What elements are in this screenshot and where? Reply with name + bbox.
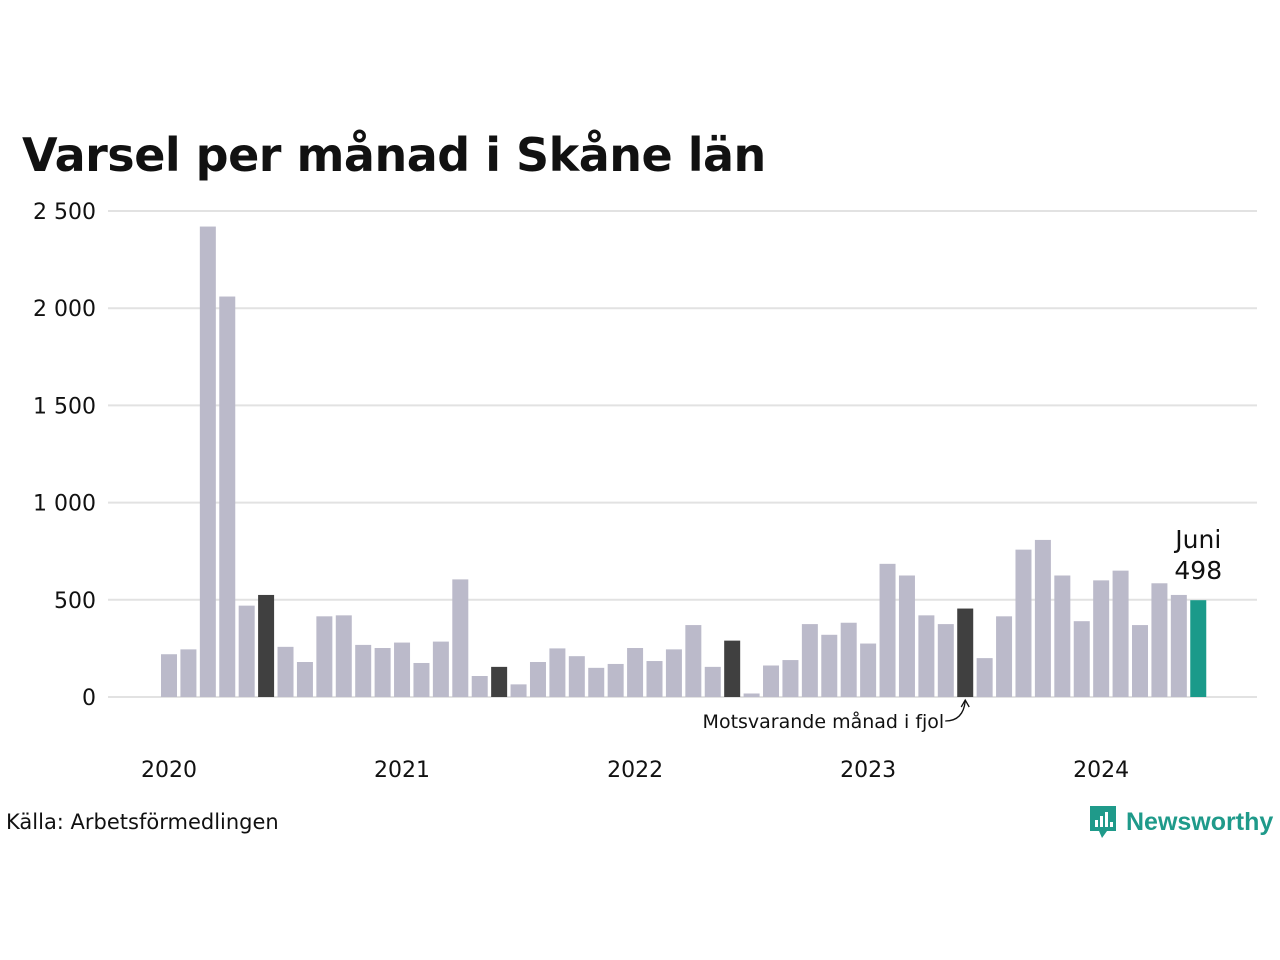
bar-2021-01	[394, 642, 411, 697]
bar-2021-03	[432, 641, 449, 697]
bar-2023-04	[918, 615, 935, 697]
bar-2020-09	[316, 616, 333, 697]
bar-2022-02	[646, 661, 663, 697]
bar-2023-06	[957, 608, 974, 697]
y-tick-label: 1 000	[33, 492, 96, 517]
bar-2021-12	[607, 663, 624, 697]
bar-2021-05	[471, 676, 488, 697]
chart-title: Varsel per månad i Skåne län	[22, 128, 766, 182]
bar-2024-05	[1170, 594, 1187, 697]
y-tick-label: 500	[54, 589, 96, 614]
y-axis-tick-labels: 0 500 1 000 1 500 2 000 2 500	[33, 200, 96, 711]
brand-name: Newsworthy	[1126, 807, 1274, 836]
bar-2023-05	[937, 624, 954, 697]
bar-2023-10	[1034, 539, 1051, 697]
annotation-arrow	[945, 700, 966, 722]
y-tick-label: 0	[82, 686, 96, 711]
bar-2020-02	[180, 649, 197, 697]
bar-2020-07	[277, 646, 294, 697]
bar-2022-06	[724, 640, 741, 697]
x-tick-label: 2022	[607, 758, 663, 783]
bar-2021-09	[549, 648, 566, 697]
bar-2021-06	[491, 666, 508, 697]
x-tick-label: 2020	[141, 758, 197, 783]
bar-2020-12	[374, 648, 391, 697]
bar-2023-12	[1073, 621, 1090, 697]
bar-2022-04	[685, 625, 702, 697]
bar-2020-04	[219, 296, 236, 697]
bar-2021-11	[588, 667, 605, 697]
bar-2022-10	[801, 624, 818, 697]
bar-2021-10	[568, 656, 585, 697]
y-tick-label: 1 500	[33, 394, 96, 419]
bar-2020-05	[238, 605, 255, 697]
bar-2022-11	[821, 634, 838, 697]
bar-2023-07	[976, 658, 993, 697]
bar-2022-07	[743, 693, 760, 697]
bar-2023-03	[898, 575, 915, 697]
bar-2022-12	[840, 622, 857, 697]
annotation-arrowhead	[960, 698, 970, 708]
x-tick-label: 2023	[840, 758, 896, 783]
latest-value-label: 498	[1174, 556, 1222, 585]
bar-2024-06	[1190, 600, 1207, 697]
y-tick-label: 2 500	[33, 200, 96, 225]
annotation-label: Motsvarande månad i fjol	[703, 710, 945, 733]
bar-2021-02	[413, 662, 430, 697]
bar-2020-03	[199, 226, 216, 697]
bar-2022-03	[665, 649, 682, 697]
y-tick-label: 2 000	[33, 297, 96, 322]
bar-2022-05	[704, 666, 721, 697]
bars	[161, 226, 1207, 697]
bar-2024-01	[1093, 580, 1110, 697]
bar-2022-09	[782, 660, 799, 697]
bar-2023-09	[1015, 549, 1032, 697]
bar-2021-07	[510, 684, 527, 697]
bar-2022-08	[763, 665, 780, 697]
bar-2021-08	[529, 662, 546, 697]
latest-month-label: Juni	[1173, 525, 1221, 554]
bar-2020-10	[335, 615, 352, 697]
x-tick-label: 2024	[1073, 758, 1129, 783]
bar-2021-04	[452, 579, 469, 697]
brand-logo: Newsworthy	[1088, 804, 1273, 840]
bar-2020-01	[161, 654, 177, 697]
bar-2024-04	[1151, 583, 1168, 697]
bar-2020-06	[258, 594, 275, 697]
bar-2023-02	[879, 563, 896, 697]
bar-2020-08	[296, 662, 313, 697]
bar-2023-01	[860, 643, 877, 697]
bar-2023-08	[996, 616, 1013, 697]
bar-2023-11	[1054, 575, 1071, 697]
source-note: Källa: Arbetsförmedlingen	[6, 810, 279, 834]
bar-2024-03	[1132, 625, 1148, 697]
bar-2020-11	[355, 644, 372, 697]
bar-2022-01	[627, 648, 644, 697]
x-tick-label: 2021	[374, 758, 430, 783]
bar-2024-02	[1112, 570, 1129, 697]
newsworthy-logo-icon	[1090, 806, 1116, 838]
x-axis-tick-labels: 2020 2021 2022 2023 2024	[141, 758, 1129, 783]
